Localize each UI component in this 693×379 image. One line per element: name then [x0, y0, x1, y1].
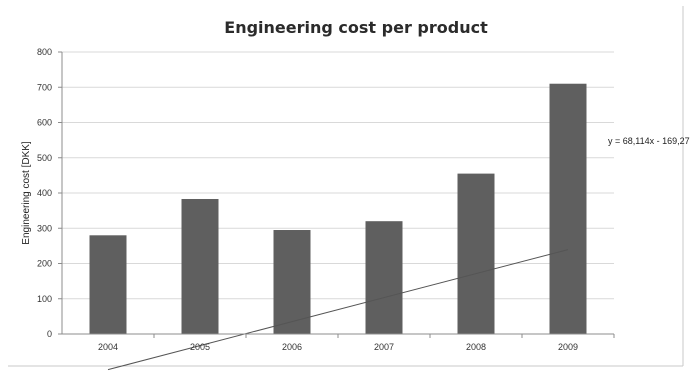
- x-tick-label: 2005: [190, 342, 210, 352]
- x-tick-label: 2009: [558, 342, 578, 352]
- bar-2006: [273, 230, 311, 334]
- trendline-equation: y = 68,114x - 169,27: [608, 136, 690, 146]
- y-tick-label: 0: [47, 329, 52, 339]
- x-tick-label: 2008: [466, 342, 486, 352]
- y-tick-label: 400: [37, 188, 52, 198]
- y-tick-label: 700: [37, 82, 52, 92]
- y-tick-label: 500: [37, 153, 52, 163]
- bar-2009: [549, 83, 587, 334]
- bar-2008: [457, 173, 495, 334]
- gridlines: [62, 51, 614, 300]
- y-axis-label: Engineering cost [DKK]: [21, 141, 32, 245]
- y-tick-label: 100: [37, 294, 52, 304]
- axes: [58, 51, 615, 338]
- y-tick-label: 600: [37, 118, 52, 128]
- x-tick-label: 2007: [374, 342, 394, 352]
- x-tick-label: 2004: [98, 342, 118, 352]
- y-tick-label: 200: [37, 259, 52, 269]
- chart-title: Engineering cost per product: [224, 18, 488, 37]
- bar-2005: [181, 198, 219, 334]
- trendline-line: [107, 249, 569, 371]
- bar-2007: [365, 221, 403, 334]
- y-tick-label: 800: [37, 47, 52, 57]
- x-tick-label: 2006: [282, 342, 302, 352]
- bars: [89, 83, 587, 334]
- y-tick-label: 300: [37, 223, 52, 233]
- tick-labels: 0 100 200 300 400 500 600 700 800 2004 2005 2006 200…: [37, 47, 578, 352]
- bar-2004: [89, 235, 127, 334]
- trendline: [107, 249, 569, 371]
